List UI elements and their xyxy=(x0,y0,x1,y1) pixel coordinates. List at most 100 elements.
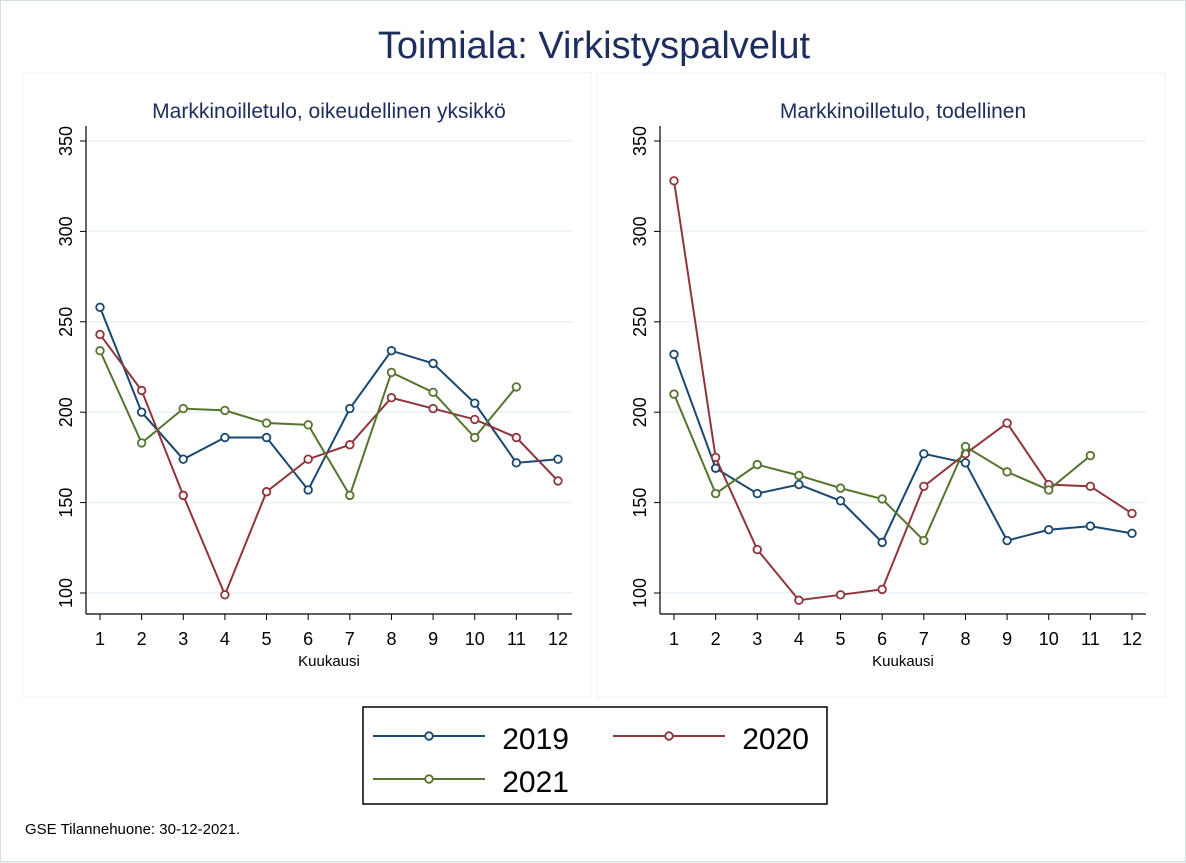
y-tick-label: 250 xyxy=(630,307,650,337)
panel-title: Markkinoilletulo, todellinen xyxy=(780,100,1026,123)
x-tick-label: 5 xyxy=(836,629,846,649)
x-tick-label: 9 xyxy=(428,629,438,649)
data-point-2019 xyxy=(877,537,887,548)
data-point-2021 xyxy=(835,483,846,493)
data-point-2020 xyxy=(752,544,762,555)
x-tick-label: 2 xyxy=(137,629,147,649)
data-point-2020 xyxy=(1085,481,1096,492)
data-point-2019 xyxy=(919,449,929,459)
x-tick-label: 7 xyxy=(345,629,355,649)
legend-label-2020: 2020 xyxy=(742,723,809,756)
data-point-2021 xyxy=(1002,467,1012,477)
y-tick-label: 250 xyxy=(56,307,76,337)
data-point-2021 xyxy=(95,346,105,356)
y-tick-label: 150 xyxy=(56,488,76,518)
data-point-2019 xyxy=(178,454,188,464)
legend-box xyxy=(362,706,828,805)
data-point-2019 xyxy=(386,346,397,356)
data-point-2020 xyxy=(220,590,230,600)
series-line-2019 xyxy=(99,306,559,492)
data-point-2019 xyxy=(136,407,147,417)
left-panel: Markkinoilletulo, oikeudellinen yksikkö 1… xyxy=(22,72,592,698)
x-axis-title: Kuukausi xyxy=(298,653,360,670)
data-point-2021 xyxy=(303,420,313,430)
data-point-2020 xyxy=(669,176,679,186)
x-tick-label: 11 xyxy=(1081,629,1100,649)
x-tick-label: 2 xyxy=(711,629,721,649)
data-point-2021 xyxy=(1044,485,1054,495)
x-tick-label: 3 xyxy=(178,629,188,649)
data-point-2020 xyxy=(794,595,804,605)
data-point-2019 xyxy=(1044,525,1054,535)
legend-label-2021: 2021 xyxy=(502,766,569,799)
series-line-2019 xyxy=(673,354,1133,545)
x-tick-label: 6 xyxy=(877,629,887,649)
data-point-2021 xyxy=(136,438,147,448)
data-point-2020 xyxy=(136,385,147,396)
data-point-2019 xyxy=(1127,528,1137,539)
data-point-2019 xyxy=(553,454,563,464)
data-point-2019 xyxy=(960,458,971,468)
legend: 2019 2020 2021 xyxy=(362,706,828,805)
data-point-2019 xyxy=(345,403,355,414)
right-panel: Markkinoilletulo, todellinen 100 150 200 250… xyxy=(596,72,1166,698)
data-point-2020 xyxy=(95,329,105,340)
x-tick-label: 11 xyxy=(507,629,526,649)
legend-marker-2019 xyxy=(424,731,434,741)
chart-title: Toimiala: Virkistyspalvelut xyxy=(378,25,811,67)
x-tick-label: 6 xyxy=(303,629,313,649)
data-point-2021 xyxy=(470,432,480,443)
data-point-2020 xyxy=(835,590,846,600)
panel-background xyxy=(22,72,592,698)
data-point-2019 xyxy=(428,358,438,369)
data-point-2020 xyxy=(1002,418,1012,428)
data-point-2019 xyxy=(261,432,272,443)
y-tick-label: 150 xyxy=(630,488,650,518)
data-point-2021 xyxy=(386,367,397,378)
data-point-2019 xyxy=(752,488,762,499)
data-point-2019 xyxy=(220,432,230,443)
data-point-2021 xyxy=(877,494,887,504)
y-tick-label: 200 xyxy=(630,397,650,427)
footnote: GSE Tilannehuone: 30-12-2021. xyxy=(25,821,240,838)
x-tick-label: 1 xyxy=(669,629,679,649)
data-point-2021 xyxy=(752,459,762,470)
y-tick-label: 100 xyxy=(630,578,650,608)
x-tick-label: 10 xyxy=(1039,629,1059,649)
y-tick-label: 350 xyxy=(56,126,76,156)
data-point-2019 xyxy=(511,458,522,468)
y-tick-label: 350 xyxy=(630,126,650,156)
data-point-2020 xyxy=(386,393,397,403)
data-point-2019 xyxy=(470,398,480,408)
data-point-2021 xyxy=(261,418,272,428)
x-tick-label: 5 xyxy=(262,629,272,649)
x-tick-label: 9 xyxy=(1002,629,1012,649)
data-point-2021 xyxy=(794,470,804,481)
x-tick-label: 10 xyxy=(465,629,485,649)
x-tick-label: 12 xyxy=(1122,629,1142,649)
panel-background xyxy=(596,72,1166,698)
data-point-2019 xyxy=(303,485,313,495)
legend-label-2019: 2019 xyxy=(502,723,569,756)
y-tick-label: 300 xyxy=(56,216,76,246)
y-tick-label: 200 xyxy=(56,397,76,427)
data-point-2021 xyxy=(345,490,355,501)
panel-title: Markkinoilletulo, oikeudellinen yksikkö xyxy=(152,100,506,123)
data-point-2020 xyxy=(470,414,480,425)
data-point-2021 xyxy=(428,387,438,398)
x-tick-label: 8 xyxy=(960,629,970,649)
data-point-2021 xyxy=(220,405,230,416)
data-point-2019 xyxy=(794,479,804,490)
data-point-2019 xyxy=(669,349,679,360)
data-point-2019 xyxy=(835,496,846,506)
x-tick-label: 12 xyxy=(548,629,568,649)
data-point-2020 xyxy=(1127,508,1137,519)
data-point-2020 xyxy=(178,490,188,501)
data-point-2020 xyxy=(710,452,721,463)
data-point-2019 xyxy=(1085,521,1096,531)
x-tick-label: 7 xyxy=(919,629,929,649)
data-point-2020 xyxy=(428,403,438,414)
x-tick-label: 4 xyxy=(220,629,230,649)
